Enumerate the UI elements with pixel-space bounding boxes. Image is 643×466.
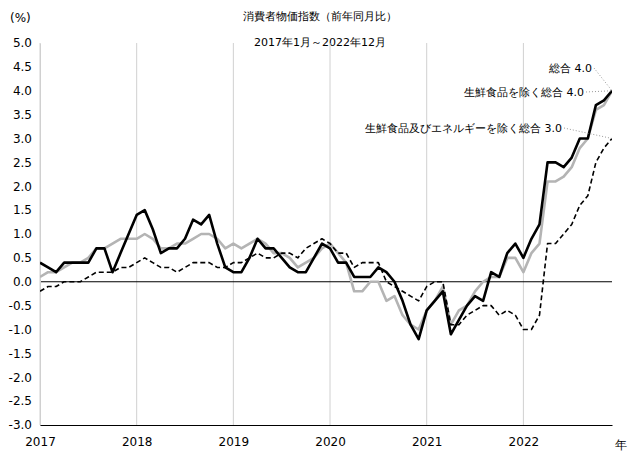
tick-label: 4.0 [13, 84, 32, 98]
tick-label: -3.0 [9, 418, 32, 432]
leader-line [594, 68, 612, 91]
tick-label: 2019 [219, 435, 250, 449]
tick: -1.0 [9, 323, 40, 337]
series-label: 生鮮食品及びエネルギーを除く総合 3.0 [365, 122, 562, 135]
tick-label: 0.5 [13, 251, 32, 265]
tick: -2.5 [9, 394, 40, 408]
tick: 5.0 [13, 36, 40, 50]
tick-label: 2017 [25, 435, 56, 449]
tick-label: 4.5 [13, 60, 32, 74]
tick: 4.0 [13, 84, 40, 98]
series-label: 総合 4.0 [548, 62, 592, 75]
plot-area [40, 91, 612, 339]
tick-label: -1.5 [9, 347, 32, 361]
tick: 2018 [122, 425, 153, 449]
tick: 0.5 [13, 251, 40, 265]
tick: -2.0 [9, 371, 40, 385]
series-line [40, 91, 612, 330]
tick-label: 2.0 [13, 180, 32, 194]
y-axis-line [40, 44, 41, 426]
tick-label: 2020 [315, 435, 346, 449]
tick-label: 2021 [412, 435, 443, 449]
grid-line [40, 43, 41, 425]
tick: -1.5 [9, 347, 40, 361]
series-line [40, 139, 612, 330]
grid-line [136, 43, 137, 425]
tick: 2019 [219, 425, 250, 449]
tick: 1.5 [13, 203, 40, 217]
tick: -0.5 [9, 299, 40, 313]
series-name: 生鮮食品を除く総合 [464, 86, 563, 99]
tick-label: 1.5 [13, 203, 32, 217]
tick: 1.0 [13, 227, 40, 241]
tick-label: -2.0 [9, 371, 32, 385]
tick: 2021 [412, 425, 443, 449]
y-axis-title: (%) [10, 11, 31, 25]
tick-label: 5.0 [13, 36, 32, 50]
tick: 4.5 [13, 60, 40, 74]
tick-label: 1.0 [13, 227, 32, 241]
tick: 3.5 [13, 108, 40, 122]
tick-label: 3.0 [13, 132, 32, 146]
series-labels: 総合 4.0 生鮮食品を除く総合 4.0 生鮮食品及びエネルギーを除く総合 3.0 [365, 62, 612, 139]
series-name: 生鮮食品及びエネルギーを除く総合 [365, 122, 541, 135]
zero-line [40, 281, 612, 282]
tick: 2.5 [13, 156, 40, 170]
chart: 消費者物価指数（前年同月比） 2017年1月～2022年12月 (%) -3.0 -2.… [0, 0, 643, 466]
x-axis-line [41, 425, 613, 426]
series-label: 生鮮食品を除く総合 4.0 [464, 86, 584, 99]
tick: 2020 [315, 425, 346, 449]
leader-line [586, 91, 612, 92]
tick-label: 2.5 [13, 156, 32, 170]
data-label: 3.0 [545, 122, 563, 135]
tick: 2.0 [13, 180, 40, 194]
tick-label: 2018 [122, 435, 153, 449]
series-name: 総合 [548, 62, 571, 75]
tick: 0.0 [13, 275, 40, 289]
grid-line [426, 43, 427, 425]
grid-line [233, 43, 234, 425]
title: 消費者物価指数（前年同月比） [243, 10, 397, 23]
tick: 2022 [509, 425, 540, 449]
series-line [40, 91, 612, 339]
tick-label: 2022 [509, 435, 540, 449]
tick: -3.0 [9, 418, 40, 432]
subtitle: 2017年1月～2022年12月 [254, 36, 386, 49]
tick-label: -1.0 [9, 323, 32, 337]
data-label: 4.0 [567, 86, 585, 99]
tick-label: -0.5 [9, 299, 32, 313]
grid [40, 43, 523, 425]
x-axis: 2017 2018 2019 2020 2021 2022 [25, 425, 612, 449]
tick-label: -2.5 [9, 394, 32, 408]
tick: 3.0 [13, 132, 40, 146]
data-label: 4.0 [575, 62, 593, 75]
grid-line [330, 43, 331, 425]
tick-label: 3.5 [13, 108, 32, 122]
tick-label: 0.0 [13, 275, 32, 289]
leader-line [564, 128, 612, 139]
y-axis: -3.0 -2.5 -2.0 -1.5 -1.0 -0.5 0.0 0.5 1.0 1.5 2.0 2… [9, 36, 41, 432]
grid-line [523, 43, 524, 425]
tick: 2017 [25, 425, 56, 449]
x-axis-title: 年 [615, 438, 627, 452]
